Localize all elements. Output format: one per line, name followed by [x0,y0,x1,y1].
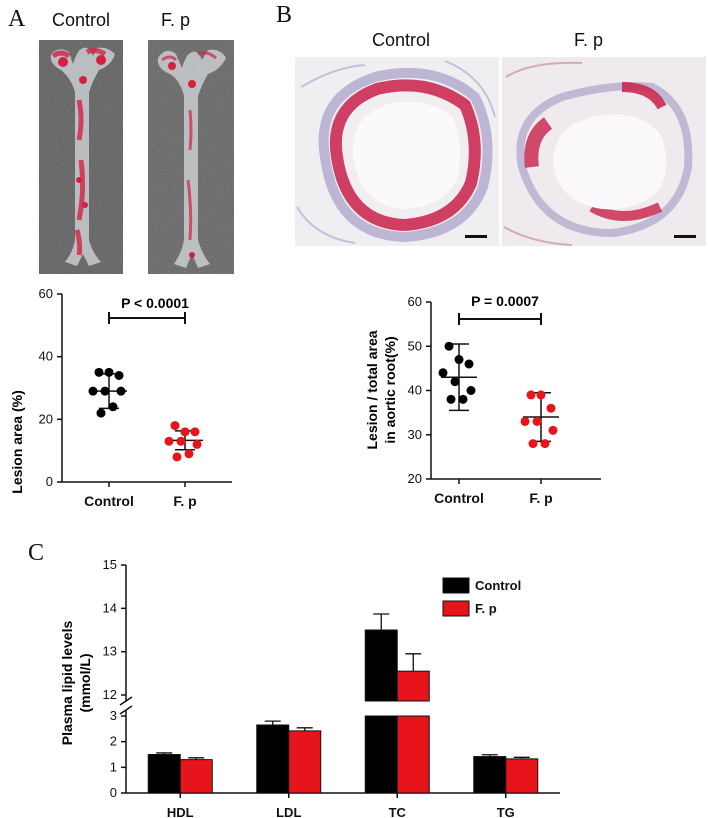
chart-c-bar-control [364,715,398,794]
chart-a-y-tick-label: 20 [39,411,53,426]
chart-a-point-control [100,386,110,396]
section-fp-image [502,57,706,246]
chart-c-y-tick-label: 2 [110,734,117,749]
chart-c-bar-fp [396,715,430,794]
chart-c-bar-fp [505,758,539,794]
panel-letter-c: C [28,540,45,566]
panel-letter-b: B [276,2,293,28]
chart-c-y-tick-label: 14 [103,600,117,615]
photo-label-a-control: Control [52,10,111,30]
chart-b-point-fp [536,390,546,400]
chart-c-x-tick-label: HDL [167,805,194,818]
chart-b-y-tick-label: 50 [408,338,422,353]
chart-c-ylabel-line1: Plasma lipid levels [59,621,75,746]
chart-b-point-control [438,368,448,378]
chart-a-point-control [96,408,106,418]
chart-c-bar-fp [396,670,430,702]
chart-b-point-fp [520,416,530,426]
chart-b-point-control [464,359,474,369]
chart-b-point-fp [546,403,556,413]
chart-c-x-tick-label: LDL [276,805,301,818]
chart-b-point-control [466,386,476,395]
chart-a-point-control [114,370,124,380]
photo-label-b-control: Control [372,30,431,50]
chart-c-bar-control [256,724,290,794]
chart-a-point-fp [180,427,190,437]
chart-b-y-tick-label: 40 [408,383,422,398]
chart-c-bar-fp [179,759,213,794]
chart-b-ylabel-line1: Lesion / total area [364,330,380,449]
chart-a-point-fp [192,439,202,449]
chart-c-bar-fp [288,730,322,794]
chart-b-pvalue: P = 0.0007 [471,293,539,309]
chart-b-point-fp [548,425,558,435]
chart-b-point-fp [540,439,550,449]
chart-a-pvalue: P < 0.0001 [121,295,189,311]
chart-c-x-tick-label: TG [497,805,515,818]
plasma-lipid-chart: Plasma lipid levels (mmol/L) 01231213141… [59,557,560,818]
chart-b-y-tick-label: 20 [408,471,422,486]
chart-a-y-tick-label: 60 [39,286,53,301]
chart-b-ylabel-line2: in aortic root(%) [382,336,398,443]
chart-c-y-tick-label: 3 [110,708,117,723]
chart-c-ylabel-line2: (mmol/L) [77,653,93,712]
chart-a-point-control [116,386,126,396]
chart-c-x-tick-label: TC [389,805,407,818]
chart-a-point-fp [176,436,186,446]
chart-b-point-fp [532,416,542,426]
chart-a-x-tick-label: Control [84,493,134,509]
aorta-photo-control [39,40,123,274]
chart-b-x-tick-label: F. p [529,490,552,506]
chart-a-point-control [88,386,98,396]
chart-a-x-tick-label: F. p [173,493,196,509]
chart-a-y-tick-label: 40 [39,349,53,364]
chart-a-point-fp [170,421,180,431]
chart-c-axis-break-mark [119,705,133,715]
photo-label-a-fp: F. p [161,10,191,30]
chart-c-y-tick-label: 15 [103,557,117,572]
chart-c-bar-control [364,629,398,702]
chart-c-y-tick-label: 1 [110,759,117,774]
chart-b-point-fp [528,439,538,449]
chart-b-point-control [450,377,460,387]
chart-a-y-tick-label: 0 [46,474,53,489]
chart-b-point-control [458,394,468,404]
chart-c-y-tick-label: 13 [103,644,117,659]
aorta-fp-image [148,40,234,274]
chart-b-point-control [454,355,464,365]
chart-b-point-control [446,394,456,404]
chart-c-legend-label: Control [475,578,521,593]
chart-a-point-fp [184,449,194,459]
chart-c-y-tick-label: 0 [110,785,117,800]
chart-b-y-tick-label: 30 [408,427,422,442]
chart-a-point-fp [190,427,200,437]
aorta-photo-fp [148,40,234,274]
chart-a-ylabel: Lesion area (%) [9,390,25,493]
photo-label-b-fp: F. p [574,30,604,50]
chart-a-point-control [94,367,104,377]
aortic-root-section-control [295,57,499,246]
lesion-area-chart: Lesion area (%) P < 0.0001 0 20 40 60 Contro… [9,286,232,509]
chart-c-bar-control [473,756,507,794]
chart-c-legend-swatch [442,577,470,594]
chart-c-axis-break-mark [119,696,133,706]
chart-c-bar-control [147,754,181,794]
panel-letter-a: A [8,6,26,32]
aortic-root-chart: Lesion / total area in aortic root(%) P … [364,293,601,506]
chart-a-point-control [108,402,118,412]
section-control-image [295,57,499,246]
aorta-control-image [39,40,123,274]
chart-c-y-tick-label: 12 [103,687,117,702]
chart-c-legend-label: F. p [475,601,497,616]
chart-a-point-fp [164,436,174,446]
chart-a-point-control [104,367,114,377]
chart-c-legend-swatch [442,600,470,617]
aortic-root-section-fp [502,57,706,246]
chart-a-point-fp [172,452,182,462]
chart-b-x-tick-label: Control [434,490,484,506]
chart-b-point-fp [526,390,536,400]
chart-b-y-tick-label: 60 [408,294,422,309]
chart-b-point-control [444,341,454,351]
